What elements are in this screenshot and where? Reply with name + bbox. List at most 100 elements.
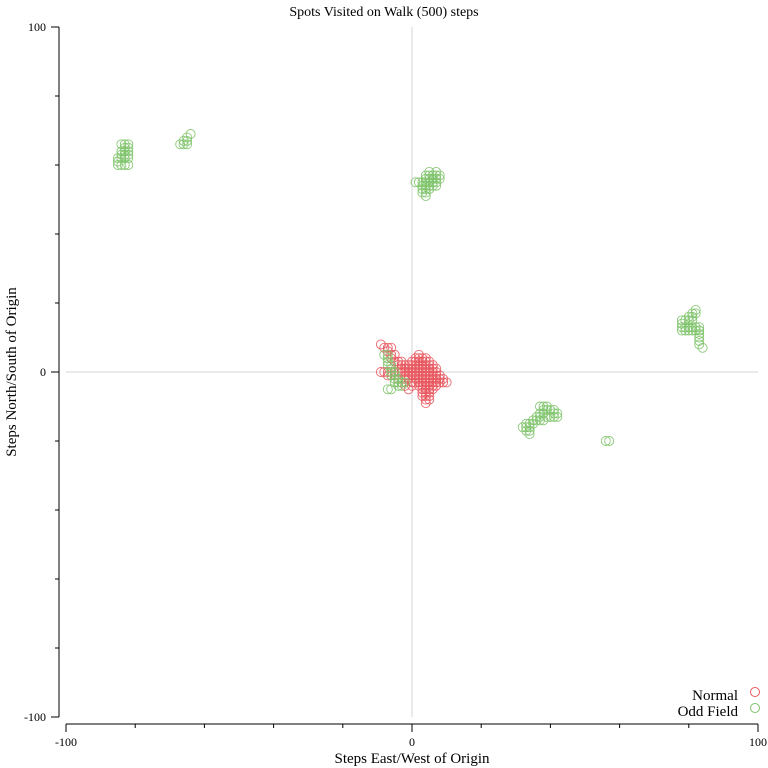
data-point	[694, 322, 705, 333]
data-point	[400, 373, 411, 384]
data-point	[531, 415, 542, 426]
data-point	[417, 384, 428, 395]
data-point	[683, 322, 694, 333]
data-point	[393, 373, 404, 384]
data-point	[420, 180, 431, 191]
data-point	[119, 142, 130, 153]
data-point	[424, 173, 435, 184]
data-point	[400, 367, 411, 377]
data-point	[410, 367, 421, 377]
data-point	[116, 160, 127, 170]
data-point	[538, 415, 549, 426]
data-point	[427, 363, 438, 374]
data-point	[417, 380, 428, 391]
data-point	[427, 373, 438, 384]
data-point	[535, 401, 545, 412]
series-1	[112, 129, 708, 446]
data-point	[521, 425, 532, 436]
data-point	[417, 387, 428, 398]
data-point	[438, 377, 449, 388]
data-point	[116, 149, 127, 160]
data-point	[393, 367, 404, 377]
data-point	[119, 160, 130, 170]
x-axis-label: Steps East/West of Origin	[334, 751, 490, 767]
y-tick-label: -100	[24, 710, 46, 724]
data-point	[420, 173, 431, 184]
data-point	[431, 180, 442, 191]
data-point	[389, 349, 400, 360]
data-point	[119, 149, 130, 160]
data-point	[413, 373, 424, 384]
data-point	[434, 377, 445, 388]
data-point	[604, 436, 615, 446]
data-point	[438, 373, 449, 384]
data-point	[687, 308, 698, 319]
data-point	[389, 373, 400, 384]
data-point	[431, 367, 442, 377]
data-point	[386, 360, 397, 371]
data-point	[690, 325, 701, 336]
data-point	[697, 342, 708, 353]
data-point	[185, 129, 196, 139]
data-point	[386, 367, 397, 377]
data-point	[694, 332, 705, 343]
data-point	[517, 422, 528, 433]
data-point	[182, 135, 193, 146]
data-point	[541, 401, 552, 412]
data-point	[417, 177, 428, 188]
data-point	[123, 142, 134, 153]
data-point	[434, 370, 445, 381]
data-point	[116, 146, 127, 157]
data-point	[427, 173, 438, 184]
legend-label-odd-field: Odd Field	[678, 704, 739, 720]
data-point	[694, 329, 705, 339]
data-point	[420, 191, 431, 201]
data-point	[683, 311, 694, 322]
data-point	[431, 170, 442, 181]
data-point	[420, 184, 431, 195]
data-point	[524, 429, 535, 440]
data-point	[112, 156, 123, 167]
data-point	[431, 363, 442, 374]
legend-marker-normal	[750, 687, 760, 697]
data-point	[407, 380, 417, 391]
data-point	[694, 335, 705, 346]
data-point	[434, 173, 445, 184]
data-point	[396, 377, 407, 388]
x-tick-label: 100	[749, 735, 767, 749]
data-point	[676, 318, 687, 329]
y-tick-label: 0	[40, 365, 46, 379]
data-point	[431, 373, 442, 384]
data-point	[119, 153, 130, 164]
data-point	[410, 360, 421, 371]
data-point	[417, 367, 428, 377]
data-point	[548, 411, 559, 422]
data-points	[112, 129, 708, 446]
data-point	[386, 349, 397, 360]
data-point	[382, 384, 393, 395]
data-point	[410, 363, 421, 374]
data-point	[427, 367, 438, 377]
data-point	[417, 184, 428, 195]
data-point	[680, 322, 691, 333]
data-point	[407, 360, 417, 371]
data-point	[687, 315, 698, 326]
data-point	[413, 353, 424, 364]
data-point	[434, 373, 445, 384]
data-point	[389, 367, 400, 377]
data-point	[417, 356, 428, 367]
data-point	[427, 170, 438, 181]
data-point	[676, 322, 687, 333]
data-point	[424, 387, 435, 398]
data-point	[427, 360, 438, 371]
data-point	[375, 367, 386, 377]
data-point	[410, 177, 421, 188]
data-point	[175, 139, 186, 150]
data-point	[441, 377, 452, 388]
data-point	[521, 422, 532, 433]
data-point	[407, 367, 417, 377]
data-point	[413, 177, 424, 188]
data-point	[690, 308, 701, 319]
data-point	[420, 187, 431, 198]
data-point	[690, 304, 701, 315]
